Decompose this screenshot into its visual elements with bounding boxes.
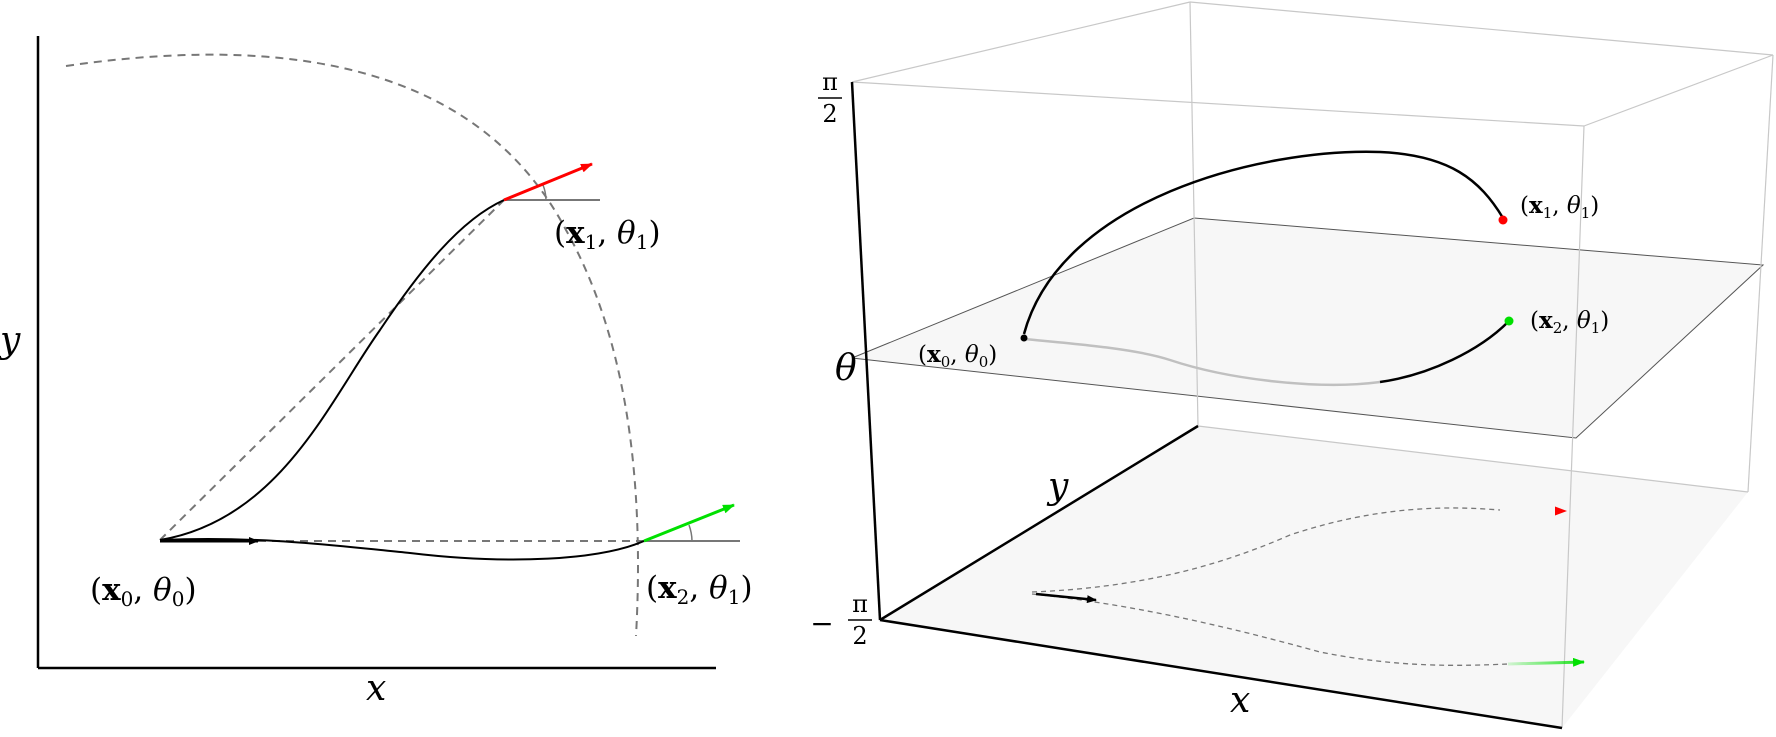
right-x-axis — [879, 618, 1563, 730]
x2-point-3d — [1504, 316, 1514, 326]
projection-start-arrow — [1035, 592, 1097, 604]
x2-angle-arc — [688, 524, 693, 542]
start-point-3d — [1020, 334, 1028, 342]
svg-text:2: 2 — [822, 100, 837, 128]
theta-plane — [851, 217, 1765, 439]
svg-text:π: π — [822, 68, 838, 96]
tick-top: π 2 — [818, 68, 842, 128]
left-label-x1: (x1, θ1) — [554, 215, 661, 254]
x1-heading-arrow — [503, 162, 593, 202]
trajectory-3d-to-x1 — [1022, 150, 1505, 335]
trajectory-3d-to-x2-visible — [1379, 321, 1509, 384]
box-back-edges — [851, 1, 1774, 729]
dashed-chord-1 — [159, 199, 505, 541]
svg-text:π: π — [852, 590, 868, 618]
reachability-arc — [65, 53, 639, 637]
trajectory-to-x1 — [159, 199, 505, 541]
x2-heading-arrow — [643, 503, 735, 543]
right-panel: θ y x π 2 − π 2 (x0, θ0) (x1, θ1) — [810, 1, 1774, 730]
right-label-x1: (x1, θ1) — [1520, 192, 1599, 222]
svg-text:2: 2 — [852, 622, 867, 650]
theta-axis — [850, 81, 882, 621]
projection-to-x1 — [1031, 507, 1501, 593]
x1-point-3d — [1498, 215, 1508, 225]
left-label-x2: (x2, θ1) — [646, 570, 753, 609]
left-y-axis-label: y — [0, 320, 21, 361]
right-y-axis — [879, 424, 1199, 622]
left-label-start: (x0, θ0) — [90, 572, 197, 611]
floor-plane — [880, 426, 1748, 728]
right-x-axis-label: x — [1230, 680, 1250, 721]
left-panel: y x (x0, θ0) (x1, θ1) (x2, θ1) — [0, 36, 753, 709]
tick-bottom: − π 2 — [810, 590, 872, 650]
right-y-axis-label: y — [1046, 466, 1069, 507]
projection-to-x2 — [1031, 593, 1509, 666]
theta-axis-label: θ — [835, 348, 857, 389]
left-x-axis-label: x — [366, 668, 386, 709]
right-label-start: (x0, θ0) — [918, 341, 997, 371]
svg-text:−: − — [810, 607, 833, 640]
projection-x2-arrow — [1507, 657, 1585, 667]
trajectory-3d-to-x2-hidden — [1023, 337, 1381, 386]
